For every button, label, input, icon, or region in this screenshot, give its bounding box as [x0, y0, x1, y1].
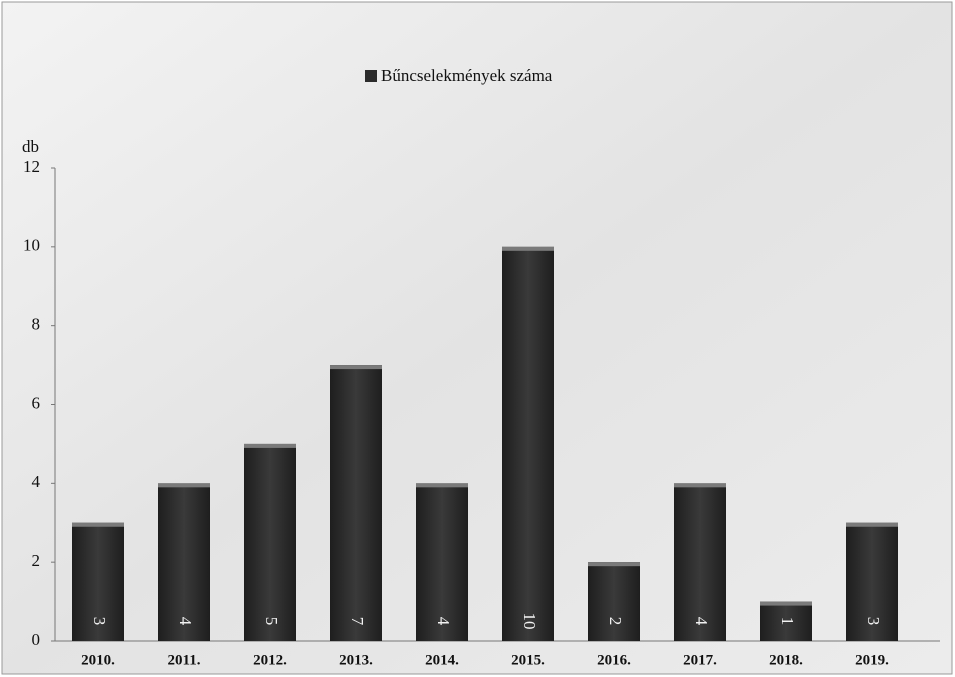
bar-highlight	[72, 522, 124, 527]
bar	[846, 522, 898, 641]
value-label: 4	[692, 617, 711, 626]
bar-highlight	[158, 483, 210, 488]
x-tick-label: 2013.	[339, 652, 373, 668]
bar	[330, 365, 382, 641]
value-label: 2	[606, 617, 625, 626]
bar-highlight	[502, 246, 554, 251]
value-label: 3	[90, 617, 109, 626]
bar	[674, 483, 726, 641]
bar	[416, 483, 468, 641]
bar	[502, 246, 554, 642]
bar	[72, 522, 124, 641]
value-label: 10	[520, 613, 539, 630]
bar-highlight	[760, 601, 812, 606]
x-tick-label: 2012.	[253, 652, 287, 668]
y-tick-label: 2	[32, 551, 41, 570]
y-tick-label: 4	[32, 472, 41, 491]
x-tick-label: 2019.	[855, 652, 889, 668]
bar-highlight	[588, 562, 640, 567]
x-tick-label: 2018.	[769, 652, 803, 668]
bar	[760, 601, 812, 641]
y-axis-label: db	[22, 137, 39, 156]
y-tick-label: 6	[32, 393, 41, 412]
value-label: 1	[778, 617, 797, 626]
bar-highlight	[330, 365, 382, 370]
bar	[158, 483, 210, 641]
value-label: 3	[864, 617, 883, 626]
x-tick-label: 2017.	[683, 652, 717, 668]
y-tick-label: 8	[32, 315, 41, 334]
y-tick-label: 0	[32, 630, 41, 649]
x-tick-label: 2011.	[168, 652, 201, 668]
x-tick-label: 2016.	[597, 652, 631, 668]
y-tick-label: 10	[23, 236, 40, 255]
value-label: 7	[348, 617, 367, 626]
x-tick-label: 2010.	[81, 652, 115, 668]
y-tick-label: 12	[23, 157, 40, 176]
bar	[588, 562, 640, 641]
legend-label: Bűncselekmények száma	[381, 66, 553, 85]
bar	[244, 443, 296, 641]
x-tick-label: 2015.	[511, 652, 545, 668]
value-label: 4	[434, 617, 453, 626]
value-label: 5	[262, 617, 281, 626]
value-label: 4	[176, 617, 195, 626]
legend-swatch	[365, 70, 377, 82]
bar-highlight	[674, 483, 726, 488]
x-tick-label: 2014.	[425, 652, 459, 668]
bar-highlight	[244, 443, 296, 448]
bar-highlight	[416, 483, 468, 488]
bar-highlight	[846, 522, 898, 527]
